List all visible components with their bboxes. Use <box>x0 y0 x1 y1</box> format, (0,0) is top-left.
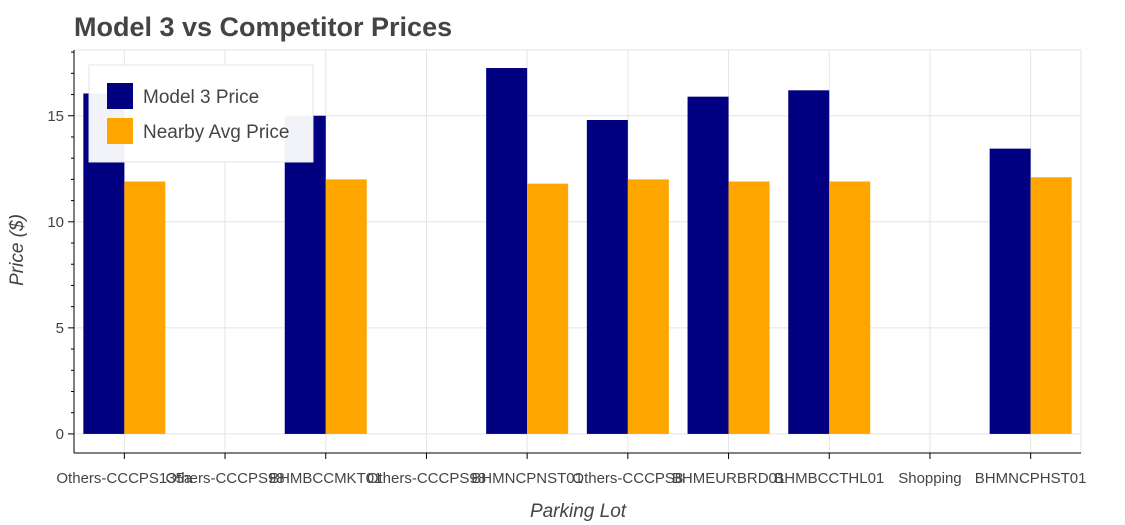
x-tick-label: BHMBCCMKT01 <box>269 470 382 487</box>
bar-nearby-2 <box>325 179 367 434</box>
bar-nearby-0 <box>124 181 166 434</box>
x-tick-label: BHMBCCTHL01 <box>774 470 884 487</box>
y-tick-label: 15 <box>47 108 64 125</box>
bar-model3-4 <box>486 68 528 434</box>
legend-box <box>88 64 314 163</box>
bar-nearby-5 <box>627 179 669 434</box>
x-tick-label: Others-CCCPS8 <box>572 470 683 487</box>
bar-model3-2 <box>284 115 326 434</box>
x-axis-title: Parking Lot <box>530 501 627 522</box>
x-tick-label: BHMNCPNST01 <box>471 470 583 487</box>
x-tick-label: Others-CCCPS135a <box>56 470 193 487</box>
x-tick-label: Others-CCCPS98 <box>165 470 284 487</box>
x-tick-label: BHMEURBRD01 <box>672 470 785 487</box>
legend-label-model3: Model 3 Price <box>143 87 259 108</box>
y-tick-label: 10 <box>47 214 64 231</box>
bar-nearby-4 <box>527 183 569 434</box>
legend-swatch-model3 <box>107 83 133 109</box>
bar-nearby-9 <box>1030 177 1072 434</box>
legend: Model 3 Price Nearby Avg Price <box>88 64 314 163</box>
chart-title: Model 3 vs Competitor Prices <box>74 12 452 42</box>
legend-swatch-nearby <box>107 118 133 144</box>
bar-model3-7 <box>788 90 830 434</box>
y-axis-title: Price ($) <box>7 214 28 286</box>
x-tick-label: BHMNCPHST01 <box>975 470 1087 487</box>
y-tick-label: 0 <box>56 426 64 443</box>
y-tick-label: 5 <box>56 320 64 337</box>
x-tick-label: Others-CCCPS98 <box>367 470 486 487</box>
bar-nearby-7 <box>829 181 871 434</box>
bar-model3-9 <box>989 148 1031 434</box>
axis-layer: 051015Others-CCCPS135aOthers-CCCPS98BHMB… <box>47 50 1086 487</box>
bar-model3-5 <box>586 119 628 434</box>
bar-nearby-6 <box>728 181 770 434</box>
bar-model3-6 <box>687 96 729 434</box>
x-tick-label: Shopping <box>898 470 961 487</box>
legend-label-nearby: Nearby Avg Price <box>143 122 289 143</box>
